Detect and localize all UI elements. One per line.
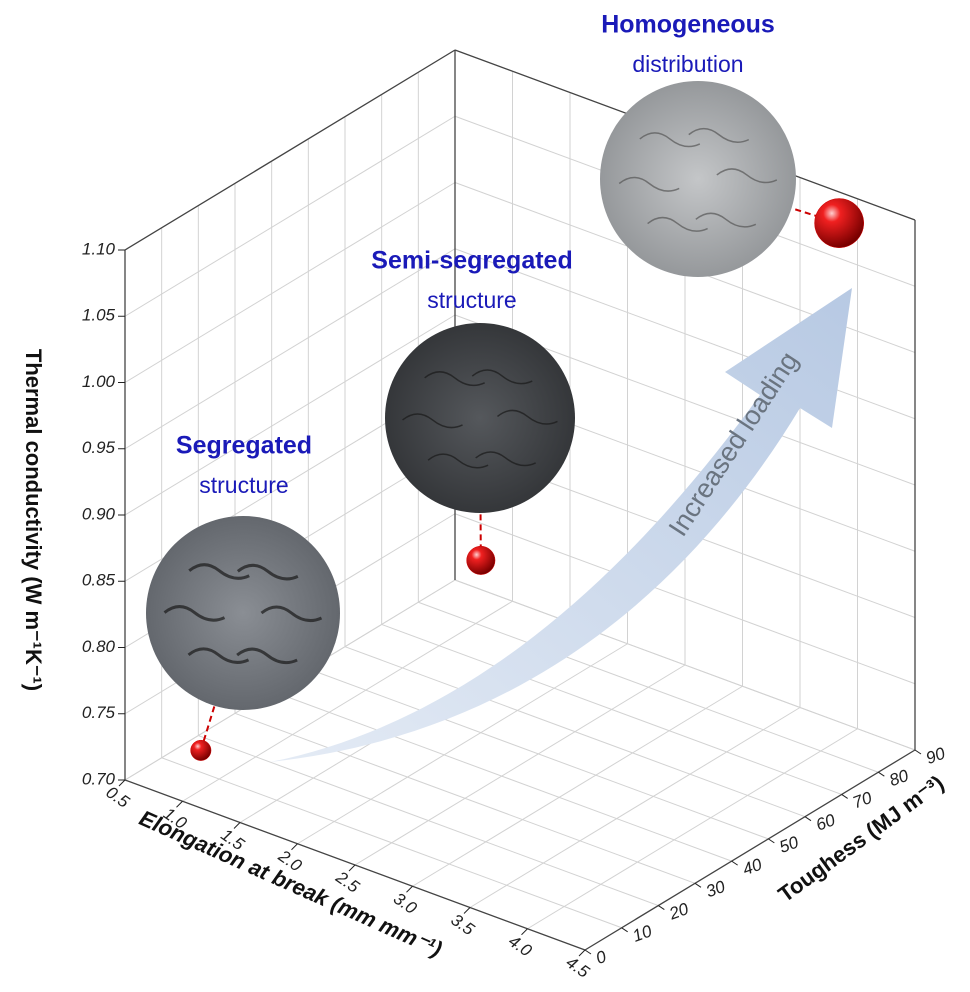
y-tick-label: 10	[630, 921, 655, 946]
y-tick-mark	[878, 772, 884, 776]
y-tick-label: 20	[666, 899, 692, 924]
grid-line	[125, 116, 455, 316]
x-tick-mark	[522, 929, 528, 935]
grid-line	[528, 729, 858, 929]
z-tick-label: 0.90	[82, 504, 116, 523]
micrograph	[600, 81, 796, 277]
x-tick-mark	[292, 844, 298, 850]
z-tick-label: 0.95	[82, 438, 116, 457]
micrograph	[385, 323, 575, 513]
y-tick-label: 90	[923, 743, 948, 768]
chart: Increased loading 0.51.01.52.02.53.03.54…	[0, 0, 970, 992]
annotation-subtitle: distribution	[632, 51, 743, 77]
y-tick-mark	[695, 883, 701, 887]
y-tick-mark	[585, 950, 591, 954]
z-tick-label: 0.80	[82, 637, 116, 656]
z-tick-label: 1.00	[82, 372, 116, 391]
annotation-title: Semi-segregated	[371, 247, 572, 275]
x-tick-label: 4.0	[505, 931, 536, 960]
x-tick-label: 3.5	[447, 910, 478, 939]
y-tick-label: 60	[813, 810, 838, 835]
data-point	[191, 740, 211, 760]
y-tick-mark	[915, 750, 921, 754]
x-tick-mark	[579, 950, 585, 956]
y-tick-mark	[842, 794, 848, 798]
axis-line	[125, 50, 455, 250]
z-tick-label: 0.85	[82, 571, 116, 590]
y-tick-label: 40	[740, 855, 765, 880]
annotation-title: Homogeneous	[601, 11, 775, 39]
z-tick-label: 0.70	[82, 769, 116, 788]
grid-line	[355, 665, 685, 865]
grid-line	[235, 713, 695, 883]
x-tick-mark	[234, 823, 240, 829]
grid-line	[308, 669, 768, 839]
z-tick-label: 0.75	[82, 703, 116, 722]
y-tick-label: 30	[703, 877, 728, 902]
grid-line	[272, 691, 732, 861]
y-tick-mark	[805, 817, 811, 821]
x-tick-mark	[349, 865, 355, 871]
data-point	[467, 546, 495, 574]
y-tick-mark	[768, 839, 774, 843]
data-point	[815, 199, 864, 248]
x-tick-mark	[119, 780, 125, 786]
y-tick-label: 80	[887, 766, 912, 791]
y-tick-label: 0	[593, 947, 609, 968]
x-tick-label: 3.0	[390, 889, 421, 918]
y-tick-mark	[732, 861, 738, 865]
z-axis-title: Thermal conductivity (W m⁻¹K⁻¹)	[21, 349, 46, 691]
grid-line	[345, 647, 805, 817]
grid-line	[125, 183, 455, 383]
grid-line	[413, 686, 743, 886]
x-tick-mark	[464, 908, 470, 914]
y-tick-label: 70	[850, 788, 875, 813]
annotation-title: Segregated	[176, 432, 312, 460]
annotation-subtitle: structure	[427, 287, 516, 313]
annotation-subtitle: structure	[199, 472, 288, 498]
x-axis-title: Elongation at break (mm mm⁻¹)	[136, 805, 446, 961]
z-tick-label: 1.10	[82, 239, 116, 258]
y-tick-mark	[658, 906, 664, 910]
x-tick-mark	[177, 801, 183, 807]
micrograph	[146, 516, 340, 710]
x-tick-mark	[407, 886, 413, 892]
x-tick-label: 4.5	[562, 953, 593, 982]
z-tick-label: 1.05	[82, 306, 116, 325]
y-tick-label: 50	[777, 832, 802, 857]
y-tick-mark	[622, 928, 628, 932]
